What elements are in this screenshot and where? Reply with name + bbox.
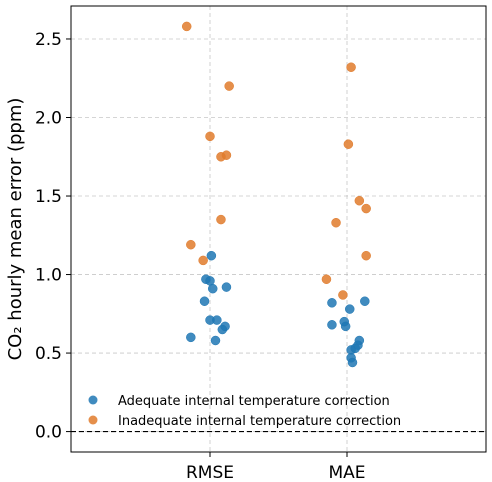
data-point bbox=[360, 296, 370, 306]
grid-layer bbox=[71, 6, 486, 452]
plot-frame bbox=[70, 5, 487, 453]
data-point bbox=[321, 274, 332, 285]
y-tick-label: 1.0 bbox=[35, 266, 62, 286]
data-point bbox=[198, 255, 208, 266]
data-point bbox=[327, 298, 337, 308]
data-point bbox=[205, 131, 215, 142]
data-point bbox=[206, 250, 217, 261]
points-layer bbox=[181, 21, 371, 368]
data-point bbox=[210, 335, 221, 346]
x-ticks-layer: RMSE MAE bbox=[186, 452, 366, 482]
data-point bbox=[347, 357, 358, 368]
data-point bbox=[344, 304, 355, 314]
y-ticks-layer: 0.0 0.5 1.0 1.5 2.0 2.5 bbox=[35, 30, 71, 443]
data-point bbox=[343, 139, 354, 149]
y-tick-label: 0.0 bbox=[35, 423, 62, 443]
y-tick-label: 1.5 bbox=[35, 187, 62, 207]
data-point bbox=[331, 217, 341, 228]
legend-marker bbox=[88, 415, 98, 425]
y-tick-label: 2.0 bbox=[35, 109, 62, 129]
legend: Adequate internal temperature correction… bbox=[88, 394, 401, 429]
data-point bbox=[221, 282, 232, 292]
data-point bbox=[181, 21, 192, 32]
data-point bbox=[361, 250, 371, 261]
data-point bbox=[199, 296, 210, 306]
x-tick-label: MAE bbox=[328, 463, 365, 482]
legend-entry-label: Adequate internal temperature correction bbox=[118, 394, 390, 409]
data-point bbox=[327, 320, 337, 330]
data-point bbox=[224, 81, 234, 91]
data-point bbox=[354, 195, 365, 206]
data-point bbox=[361, 203, 371, 214]
data-point bbox=[186, 332, 196, 343]
y-tick-label: 2.5 bbox=[35, 30, 62, 50]
data-point bbox=[338, 290, 348, 300]
data-point bbox=[346, 62, 356, 72]
data-point bbox=[340, 321, 351, 332]
x-tick-label: RMSE bbox=[186, 463, 234, 482]
y-tick-label: 0.5 bbox=[35, 344, 62, 364]
data-point bbox=[216, 152, 226, 162]
y-axis-label: CO₂ hourly mean error (ppm) bbox=[5, 98, 26, 361]
legend-entry-label: Inadequate internal temperature correcti… bbox=[118, 414, 401, 429]
data-point bbox=[217, 324, 228, 335]
legend-marker bbox=[88, 395, 98, 405]
data-point bbox=[216, 214, 226, 225]
data-point bbox=[186, 239, 196, 250]
data-point bbox=[207, 283, 218, 294]
data-point bbox=[212, 315, 222, 325]
